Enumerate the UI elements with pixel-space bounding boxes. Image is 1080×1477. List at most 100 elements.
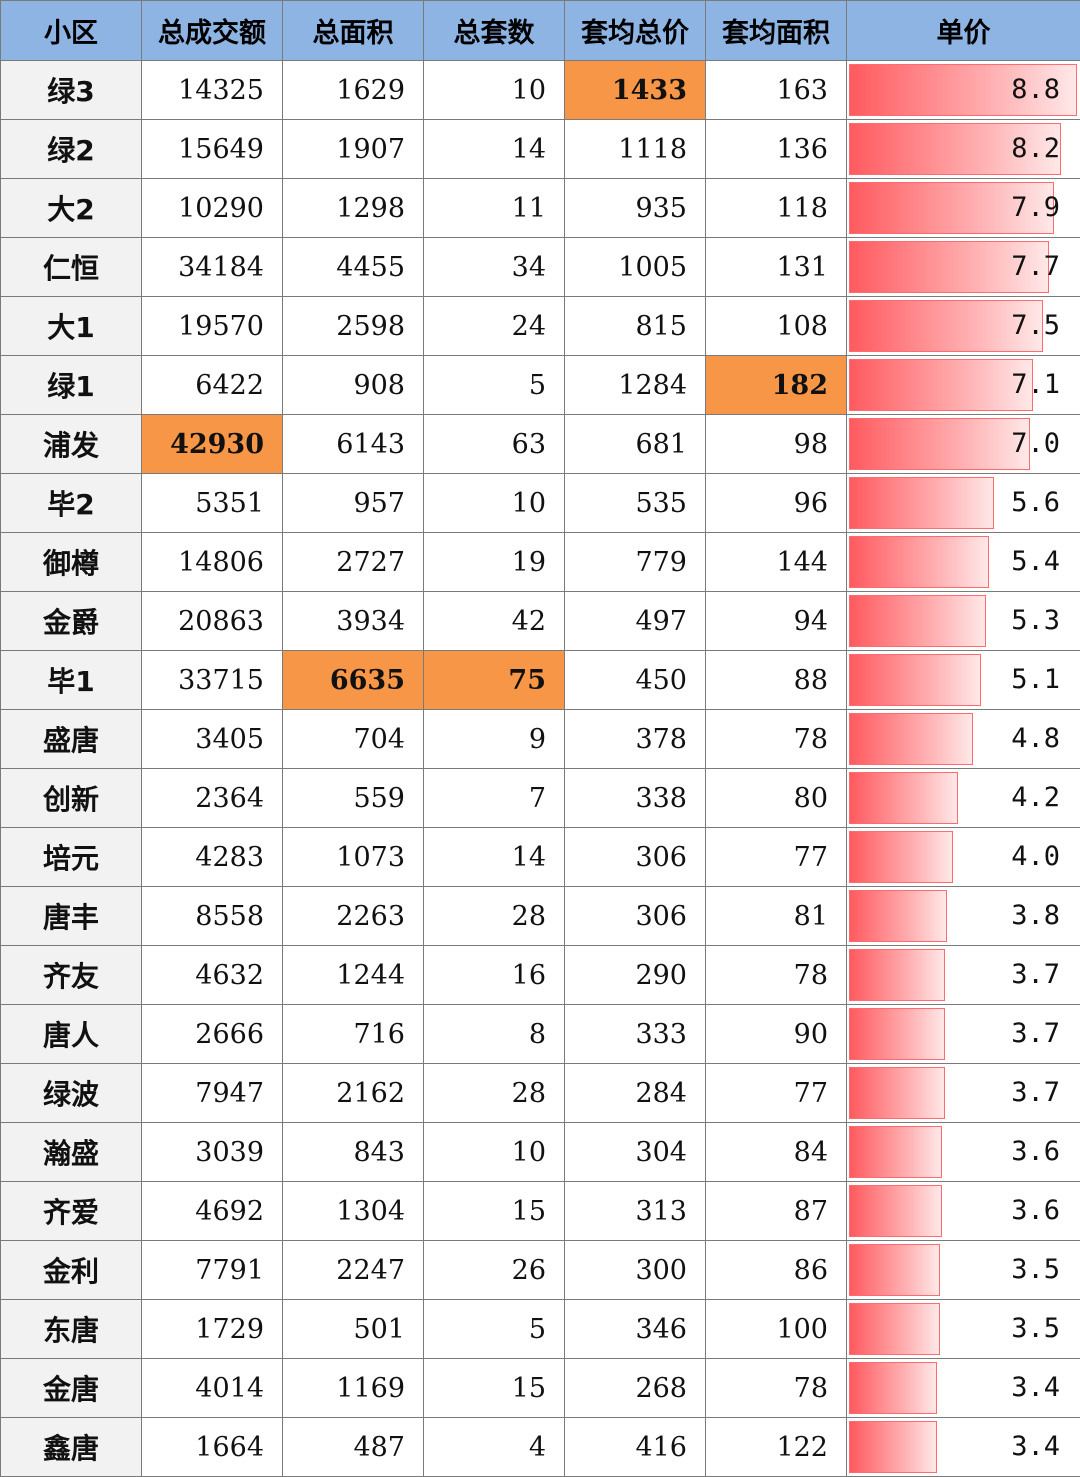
- avg-area-cell: 81: [706, 887, 847, 946]
- unit-price-cell: 5.4: [847, 533, 1080, 592]
- unit-price-value: 7.0: [847, 415, 1080, 473]
- community-name-cell: 御樽: [1, 533, 142, 592]
- total-amount-cell: 4014: [142, 1359, 283, 1418]
- avg-area-cell: 144: [706, 533, 847, 592]
- total-area-cell: 1298: [283, 179, 424, 238]
- unit-price-value: 8.8: [847, 61, 1080, 119]
- total-area-cell: 957: [283, 474, 424, 533]
- community-name-cell: 唐人: [1, 1005, 142, 1064]
- total-units-cell: 24: [424, 297, 565, 356]
- community-name-cell: 培元: [1, 828, 142, 887]
- unit-price-value: 3.6: [847, 1123, 1080, 1181]
- unit-price-value: 5.4: [847, 533, 1080, 591]
- unit-price-cell: 5.6: [847, 474, 1080, 533]
- avg-area-cell: 131: [706, 238, 847, 297]
- community-name-cell: 鑫唐: [1, 1418, 142, 1477]
- unit-price-cell: 8.2: [847, 120, 1080, 179]
- avg-price-cell: 290: [565, 946, 706, 1005]
- unit-price-value: 4.0: [847, 828, 1080, 886]
- avg-area-cell: 86: [706, 1241, 847, 1300]
- unit-price-value: 7.1: [847, 356, 1080, 414]
- total-amount-cell: 10290: [142, 179, 283, 238]
- unit-price-value: 3.7: [847, 946, 1080, 1004]
- total-area-cell: 716: [283, 1005, 424, 1064]
- avg-area-cell: 78: [706, 946, 847, 1005]
- header-unit-price: 单价: [847, 1, 1080, 61]
- community-name-cell: 金爵: [1, 592, 142, 651]
- avg-price-cell: 333: [565, 1005, 706, 1064]
- avg-price-cell: 346: [565, 1300, 706, 1359]
- unit-price-value: 7.9: [847, 179, 1080, 237]
- total-amount-cell: 2364: [142, 769, 283, 828]
- avg-price-cell: 306: [565, 887, 706, 946]
- total-area-cell: 559: [283, 769, 424, 828]
- total-amount-cell: 4283: [142, 828, 283, 887]
- avg-price-cell: 935: [565, 179, 706, 238]
- total-amount-cell: 20863: [142, 592, 283, 651]
- unit-price-value: 3.4: [847, 1418, 1080, 1476]
- avg-area-cell: 118: [706, 179, 847, 238]
- unit-price-value: 3.6: [847, 1182, 1080, 1240]
- unit-price-cell: 8.8: [847, 61, 1080, 120]
- community-name-cell: 绿1: [1, 356, 142, 415]
- unit-price-value: 3.7: [847, 1064, 1080, 1122]
- avg-area-cell: 98: [706, 415, 847, 474]
- header-avg-area: 套均面积: [706, 1, 847, 61]
- total-area-cell: 843: [283, 1123, 424, 1182]
- total-units-cell: 5: [424, 1300, 565, 1359]
- total-amount-cell: 15649: [142, 120, 283, 179]
- total-area-cell: 2162: [283, 1064, 424, 1123]
- community-name-cell: 大1: [1, 297, 142, 356]
- total-amount-cell: 7947: [142, 1064, 283, 1123]
- unit-price-cell: 3.4: [847, 1359, 1080, 1418]
- avg-price-cell: 779: [565, 533, 706, 592]
- unit-price-cell: 3.5: [847, 1241, 1080, 1300]
- unit-price-value: 4.8: [847, 710, 1080, 768]
- unit-price-value: 3.5: [847, 1300, 1080, 1358]
- header-total-amount: 总成交额: [142, 1, 283, 61]
- avg-area-cell: 90: [706, 1005, 847, 1064]
- total-units-cell: 16: [424, 946, 565, 1005]
- unit-price-cell: 7.1: [847, 356, 1080, 415]
- total-amount-cell: 4692: [142, 1182, 283, 1241]
- total-amount-cell: 2666: [142, 1005, 283, 1064]
- community-name-cell: 大2: [1, 179, 142, 238]
- total-amount-cell: 33715: [142, 651, 283, 710]
- total-units-cell: 10: [424, 61, 565, 120]
- community-name-cell: 毕1: [1, 651, 142, 710]
- total-amount-cell: 14806: [142, 533, 283, 592]
- total-units-cell: 42: [424, 592, 565, 651]
- avg-area-cell: 88: [706, 651, 847, 710]
- total-units-cell: 28: [424, 1064, 565, 1123]
- unit-price-value: 3.8: [847, 887, 1080, 945]
- total-area-cell: 2263: [283, 887, 424, 946]
- unit-price-cell: 4.8: [847, 710, 1080, 769]
- unit-price-cell: 7.9: [847, 179, 1080, 238]
- header-community: 小区: [1, 1, 142, 61]
- total-units-cell: 63: [424, 415, 565, 474]
- avg-area-cell: 77: [706, 1064, 847, 1123]
- community-name-cell: 绿2: [1, 120, 142, 179]
- unit-price-cell: 7.0: [847, 415, 1080, 474]
- avg-price-cell: 306: [565, 828, 706, 887]
- total-units-cell: 10: [424, 1123, 565, 1182]
- avg-price-cell: 378: [565, 710, 706, 769]
- community-name-cell: 浦发: [1, 415, 142, 474]
- header-row: 小区 总成交额 总面积 总套数 套均总价 套均面积 单价: [1, 1, 1080, 61]
- community-name-cell: 东唐: [1, 1300, 142, 1359]
- total-units-cell: 9: [424, 710, 565, 769]
- unit-price-cell: 5.1: [847, 651, 1080, 710]
- total-area-cell: 908: [283, 356, 424, 415]
